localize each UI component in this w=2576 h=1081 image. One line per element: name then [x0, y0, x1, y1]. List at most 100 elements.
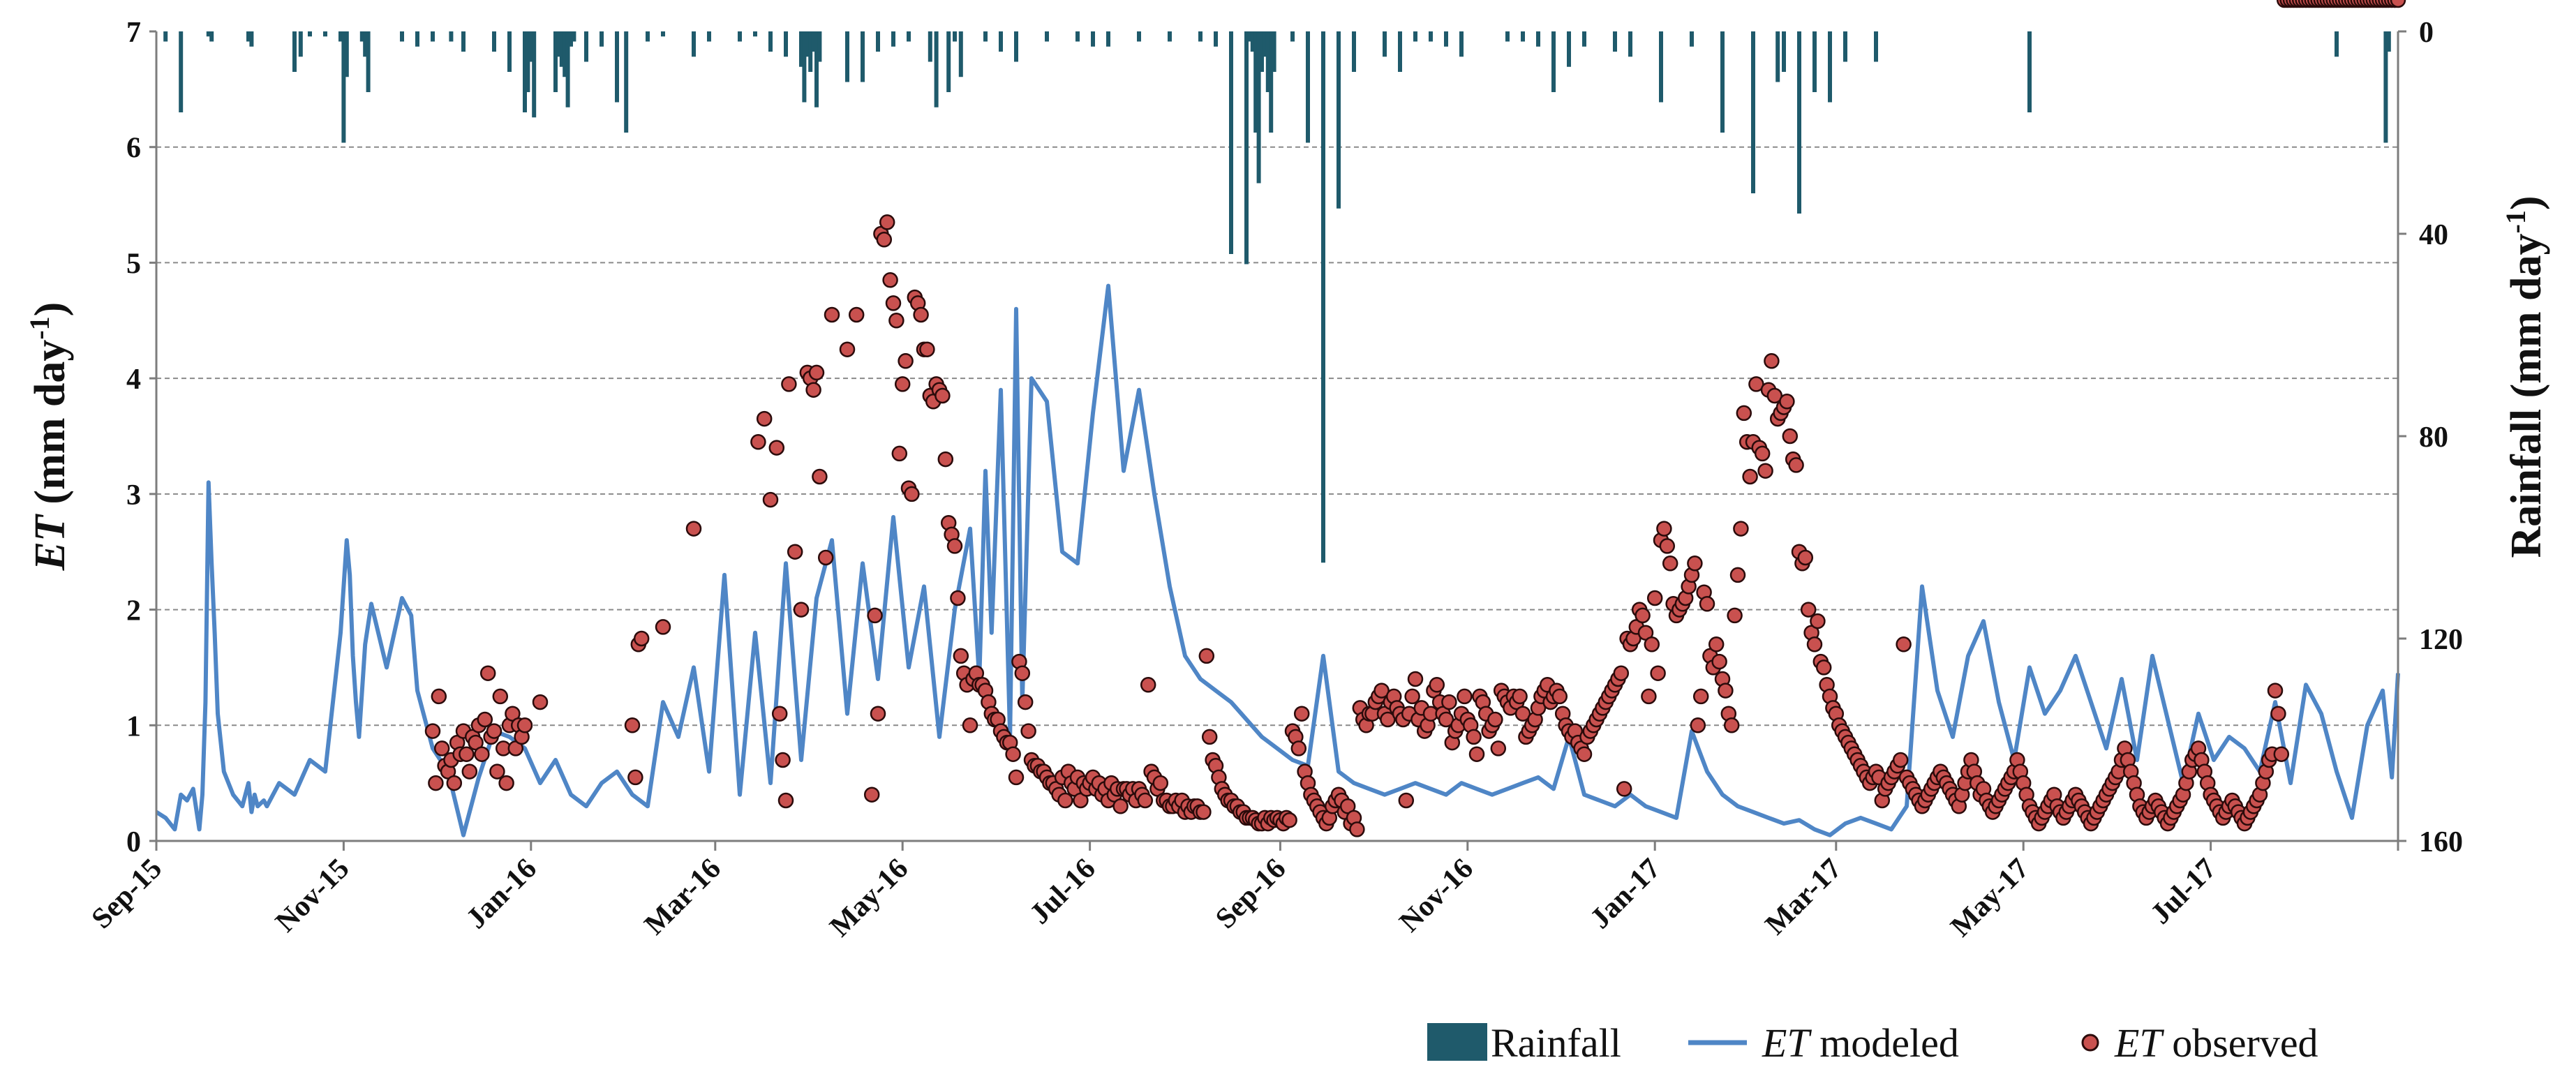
rainfall-bar [449, 31, 454, 42]
et-observed-point [962, 717, 978, 733]
et-observed-point [1723, 717, 1740, 733]
rainfall-bar [338, 31, 343, 42]
et-observed-point [1057, 792, 1073, 809]
et-observed-point [894, 376, 911, 392]
rainfall-bar [983, 31, 988, 42]
et-observed-point [474, 746, 490, 762]
y-right-tick-label: 120 [2419, 624, 2463, 656]
et-observed-point [461, 763, 478, 780]
rainfall-bar [569, 31, 573, 47]
et-observed-point [808, 364, 825, 381]
rainfall-bar [646, 31, 650, 42]
rainfall-bar [431, 31, 435, 42]
et-observed-point [1662, 556, 1678, 572]
et-observed-point [1576, 746, 1593, 762]
et-observed-point [1692, 688, 1709, 705]
et-observed-point [1613, 665, 1630, 681]
et-observed-point [1810, 613, 1826, 629]
y-right-title-close: ) [2503, 196, 2550, 211]
et-observed-point [1806, 636, 1823, 653]
rainfall-bar [1383, 31, 1387, 57]
rainfall-bar [528, 31, 533, 62]
rainfall-bar [2383, 31, 2388, 143]
et-observed-point [1014, 665, 1031, 681]
rainfall-bar [817, 31, 822, 62]
rainfall-bar [1352, 31, 1356, 72]
et-observed-point [1766, 387, 1783, 404]
legend-rainfall-swatch [1427, 1023, 1487, 1061]
et-observed-point [793, 602, 810, 618]
rainfall-bar [1256, 31, 1261, 184]
rainfall-bar [526, 31, 530, 92]
et-observed-point [1290, 740, 1307, 756]
rainfall-bar [1244, 31, 1249, 264]
et-observed-point [1293, 706, 1310, 722]
rainfall-bar [799, 31, 803, 67]
et-observed-point [1650, 665, 1666, 681]
et-observed-point [904, 486, 920, 502]
rainfall-bar [298, 31, 303, 57]
rainfall-bar [507, 31, 512, 72]
rainfall-bar [1214, 31, 1218, 47]
y-left-title-italic: ET [27, 514, 74, 571]
y-left-tick-label: 4 [126, 364, 141, 396]
legend-modeled-italic: ET [1762, 1020, 1812, 1066]
rainfall-bar [415, 31, 419, 47]
rainfall-bar [808, 31, 813, 72]
y-right-tick-label: 0 [2419, 17, 2434, 49]
et-observed-point [1373, 683, 1390, 699]
rainfall-bar [366, 31, 371, 92]
et-observed-point [492, 688, 509, 705]
rainfall-bar [492, 31, 496, 52]
rainfall-bar [1398, 31, 1402, 72]
et-observed-point [1896, 636, 1912, 653]
et-observed-point [1514, 706, 1531, 722]
et-observed-point [879, 214, 895, 230]
y-right-title-sup: -1 [2500, 210, 2531, 233]
rainfall-bar [1337, 31, 1341, 209]
rainfall-bar [1843, 31, 1847, 62]
y-left-title-sup: -1 [24, 316, 55, 339]
rainfall-bar [1720, 31, 1725, 133]
et-observed-point [2270, 706, 2286, 722]
legend: Rainfall ET modeled ET observed [1427, 1020, 2318, 1066]
et-observed-point [1281, 812, 1297, 828]
et-observed-point [655, 619, 671, 635]
et-observed-point [1137, 792, 1154, 809]
rainfall-bar [802, 31, 807, 103]
rainfall-bar [1253, 31, 1258, 133]
et-observed-point [787, 544, 803, 560]
et-observed-point [459, 746, 475, 762]
et-observed-point [2273, 746, 2290, 762]
rainfall-bar [1198, 31, 1203, 42]
rainfall-bar [1429, 31, 1433, 42]
et-observed-point [489, 763, 505, 780]
rainfall-bar [1459, 31, 1464, 57]
et-observed-point [1764, 353, 1780, 369]
rainfall-bar [556, 31, 561, 57]
et-observed-point [750, 434, 766, 450]
rainfall-bar [1659, 31, 1663, 103]
et-observed-point [1198, 648, 1215, 664]
rainfall-bar [1775, 31, 1780, 82]
et-observed-point [898, 353, 914, 369]
et-observed-point [1687, 556, 1703, 572]
et-observed-point [1429, 677, 1445, 693]
rainfall-bar [323, 31, 327, 37]
et-observed-point [950, 590, 966, 606]
et-observed-point [1466, 729, 1482, 745]
et-observed-point [1008, 769, 1025, 786]
et-observed-series [424, 0, 2406, 837]
legend-observed-rest: observed [2162, 1020, 2318, 1066]
rainfall-bar [661, 31, 665, 37]
et-observed-point [863, 786, 880, 803]
et-observed-point [1892, 752, 1909, 768]
et-observed-point [446, 775, 463, 791]
rainfall-bar [707, 31, 711, 42]
y-right-title-rest: Rainfall (mm day [2503, 233, 2550, 558]
rainfall-bar [572, 31, 576, 42]
et-observed-point [433, 740, 450, 756]
y-left-tick-label: 2 [126, 595, 141, 627]
y-left-tick-label: 1 [126, 710, 141, 743]
et-observed-point [477, 711, 493, 728]
